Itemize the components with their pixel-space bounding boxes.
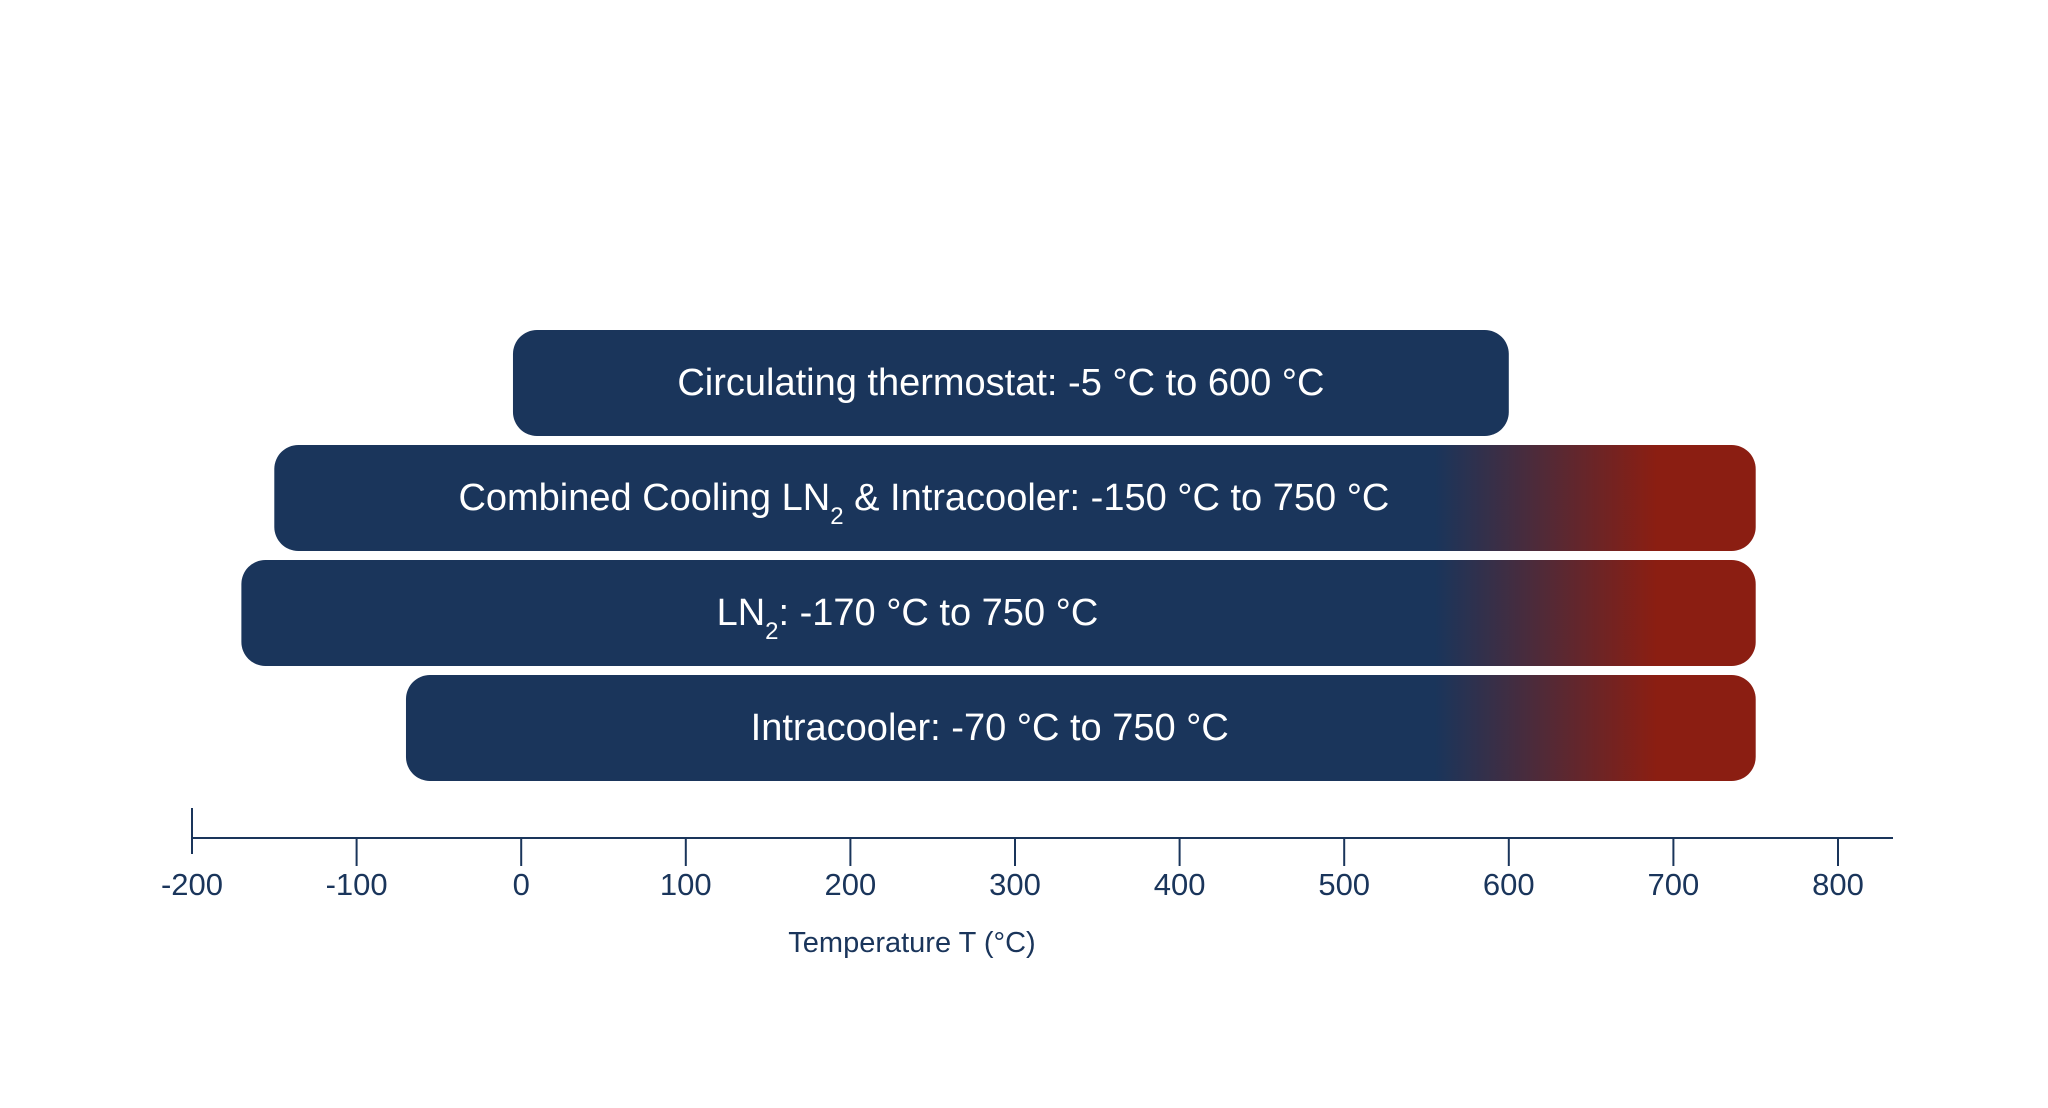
range-bar-rect	[274, 445, 1756, 551]
x-tick-label: 500	[1318, 867, 1370, 902]
x-tick-label: 800	[1812, 867, 1864, 902]
range-bar-label: LN2: -170 °C to 750 °C	[717, 592, 1099, 645]
range-bar-rect	[405, 675, 1756, 781]
x-tick-label: 100	[660, 867, 712, 902]
range-bar-label: Intracooler: -70 °C to 750 °C	[751, 707, 1229, 749]
x-tick-label: 200	[825, 867, 877, 902]
range-bar-label: Combined Cooling LN2 & Intracooler: -150…	[458, 477, 1389, 530]
x-tick-label: 0	[513, 867, 530, 902]
x-tick-label: -200	[161, 867, 223, 902]
range-bar-rect	[241, 560, 1756, 666]
range-bar-label: Circulating thermostat: -5 °C to 600 °C	[677, 362, 1324, 404]
range-bar: Circulating thermostat: -5 °C to 600 °C	[512, 330, 1509, 436]
x-axis: -200 -100 0 100 200 300 400 500 600 700 800	[161, 808, 1893, 902]
x-tick-label: 300	[989, 867, 1041, 902]
x-tick-label: 700	[1648, 867, 1700, 902]
range-bar-rect	[512, 330, 1509, 436]
x-tick-label: -100	[326, 867, 388, 902]
x-axis-title: Temperature T (°C)	[788, 927, 1035, 959]
range-bar: LN2: -170 °C to 750 °C	[241, 560, 1756, 666]
range-bar: Intracooler: -70 °C to 750 °C	[405, 675, 1756, 781]
bars-layer: Circulating thermostat: -5 °C to 600 °C C…	[241, 330, 1756, 781]
range-bar: Combined Cooling LN2 & Intracooler: -150…	[274, 445, 1756, 551]
x-tick-label: 400	[1154, 867, 1206, 902]
x-tick-label: 600	[1483, 867, 1535, 902]
